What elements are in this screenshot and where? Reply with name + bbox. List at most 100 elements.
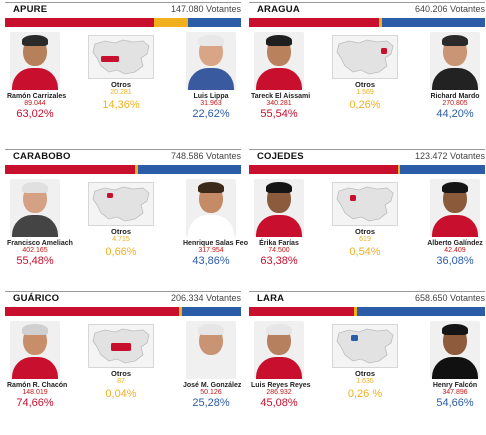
candidate-votes: 74.500 (268, 247, 290, 254)
candidate-right: Luis Lippa 31.963 22,62% (183, 32, 239, 120)
candidate-photo (254, 179, 304, 237)
others-label: Otros (354, 369, 375, 378)
result-bar (249, 18, 485, 27)
bar-segment-others (354, 307, 358, 316)
venezuela-map (88, 324, 154, 368)
bar-segment-others (378, 18, 382, 27)
panel-lara: LARA 658.650 Votantes Luis Reyes Reyes 286.… (249, 291, 485, 435)
candidate-name: Richard Mardo (430, 93, 480, 100)
result-bar (5, 165, 241, 174)
map-country-shape (92, 39, 150, 75)
others-result: Otros 20.281 14,36% (88, 80, 154, 111)
venezuela-map (332, 182, 398, 226)
candidate-name: Luis Lippa (193, 93, 229, 100)
others-percentage: 0,66% (105, 246, 137, 258)
map-country-shape (92, 186, 150, 222)
map-country-shape (336, 186, 394, 222)
total-voters: 640.206 Votantes (410, 4, 485, 14)
panel-header: APURE 147.080 Votantes (5, 2, 241, 17)
others-percentage: 0,26% (349, 99, 381, 111)
candidate-name: Henrique Salas Feo (183, 240, 248, 247)
bar-segment-right (138, 165, 241, 174)
candidate-name: Francisco Ameliach (7, 240, 73, 247)
candidate-name: Luis Reyes Reyes (251, 382, 311, 389)
total-voters: 206.334 Votantes (166, 293, 241, 303)
candidate-percentage: 63,02% (16, 108, 54, 120)
total-voters: 658.650 Votantes (410, 293, 485, 303)
candidate-percentage: 45,08% (260, 397, 298, 409)
candidate-photo (254, 32, 304, 90)
candidate-photo (254, 321, 304, 379)
others-percentage: 0,54% (349, 246, 381, 258)
candidate-percentage: 55,54% (260, 108, 298, 120)
bar-segment-others (153, 18, 188, 27)
candidate-right: Richard Mardo 270.805 44,20% (427, 32, 483, 120)
others-result: Otros 1.569 0,26% (332, 80, 398, 111)
candidate-votes: 50.126 (200, 389, 222, 396)
candidate-votes: 31.963 (200, 100, 222, 107)
panel-header: ARAGUA 640.206 Votantes (249, 2, 485, 17)
candidate-name: Ramón Carrizales (7, 93, 67, 100)
total-voters: 748.586 Votantes (166, 151, 241, 161)
candidate-percentage: 43,86% (192, 255, 230, 267)
state-name: CARABOBO (13, 151, 75, 162)
map-country-shape (336, 328, 394, 364)
state-name: COJEDES (257, 151, 308, 162)
total-voters: 147.080 Votantes (166, 4, 241, 14)
candidate-photo (430, 32, 480, 90)
panel-guarico: GUÁRICO 206.334 Votantes Ramón R. Chacón 14… (5, 291, 241, 435)
state-name: APURE (13, 4, 52, 15)
state-name: GUÁRICO (13, 293, 64, 304)
panel-header: GUÁRICO 206.334 Votantes (5, 291, 241, 306)
candidate-name: Alberto Galíndez (427, 240, 483, 247)
others-votes: 1.635 (356, 378, 374, 385)
candidate-percentage: 22,62% (192, 108, 230, 120)
panel-apure: APURE 147.080 Votantes Ramón Carrizales 89.… (5, 2, 241, 146)
candidate-photo (10, 32, 60, 90)
result-bar (249, 165, 485, 174)
bar-segment-left (249, 18, 379, 27)
candidate-votes: 42.409 (444, 247, 466, 254)
others-percentage: 0,26 % (347, 388, 383, 400)
panel-header: LARA 658.650 Votantes (249, 291, 485, 306)
result-bar (249, 307, 485, 316)
venezuela-map (332, 324, 398, 368)
venezuela-map (332, 35, 398, 79)
candidate-votes: 317.954 (198, 247, 224, 254)
panel-carabobo: CARABOBO 748.586 Votantes Francisco Amelia… (5, 149, 248, 293)
candidate-percentage: 25,28% (192, 397, 230, 409)
candidate-votes: 340.281 (266, 100, 292, 107)
bar-segment-right (400, 165, 485, 174)
candidate-left: Luis Reyes Reyes 286.932 45,08% (251, 321, 311, 409)
candidate-right: Alberto Galíndez 42.409 36,08% (427, 179, 483, 267)
others-percentage: 14,36% (102, 99, 140, 111)
candidate-percentage: 74,66% (16, 397, 54, 409)
candidate-photo (430, 179, 480, 237)
candidate-name: Ramón R. Chacón (7, 382, 68, 389)
candidate-left: Ramón Carrizales 89.044 63,02% (7, 32, 67, 120)
others-label: Otros (110, 227, 131, 236)
candidate-left: Érika Farías 74.500 63,38% (251, 179, 307, 267)
others-percentage: 0,04% (105, 388, 137, 400)
candidate-photo (10, 179, 60, 237)
map-country-shape (336, 39, 394, 75)
others-label: Otros (354, 227, 375, 236)
others-label: Otros (354, 80, 375, 89)
candidate-percentage: 63,38% (260, 255, 298, 267)
panel-aragua: ARAGUA 640.206 Votantes Tareck El Aissami 3… (249, 2, 485, 146)
bar-segment-right (381, 18, 485, 27)
others-votes: 619 (359, 236, 371, 243)
candidate-name: José M. González (183, 382, 242, 389)
others-votes: 4.715 (112, 236, 130, 243)
map-highlighted-state (381, 48, 387, 54)
venezuela-map (88, 35, 154, 79)
bar-segment-right (187, 18, 241, 27)
candidate-votes: 286.932 (266, 389, 292, 396)
map-highlighted-state (350, 195, 356, 201)
candidate-name: Henry Falcón (432, 382, 478, 389)
bar-segment-left (5, 307, 180, 316)
candidate-photo (186, 32, 236, 90)
state-name: LARA (257, 293, 289, 304)
panel-header: CARABOBO 748.586 Votantes (5, 149, 241, 164)
candidate-percentage: 44,20% (436, 108, 474, 120)
